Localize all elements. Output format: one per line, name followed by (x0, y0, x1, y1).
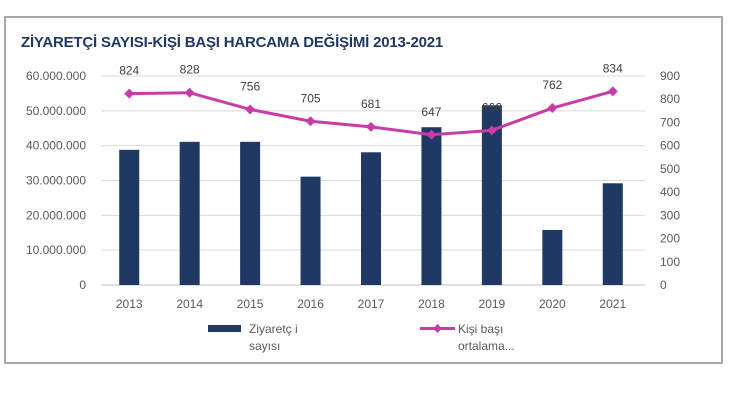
line-marker (607, 86, 618, 97)
bar (481, 105, 502, 285)
chart-title: ZİYARETÇİ SAYISI-KİŞİ BAŞI HARCAMA DEĞİŞ… (21, 34, 444, 51)
x-axis-tick: 2017 (358, 297, 385, 311)
right-axis-tick: 800 (660, 92, 680, 106)
data-label: 834 (603, 61, 623, 75)
bar (421, 127, 442, 285)
data-label: 705 (301, 91, 321, 105)
x-axis-tick: 2021 (599, 297, 626, 311)
data-label: 762 (542, 78, 562, 92)
line-marker (366, 121, 376, 132)
left-axis-tick: 40.000.000 (26, 139, 86, 153)
right-axis-tick: 100 (660, 255, 680, 269)
right-axis-tick: 400 (660, 185, 680, 199)
x-axis-tick: 2018 (418, 297, 445, 311)
left-axis-tick: 10.000.000 (26, 243, 86, 257)
x-axis-tick: 2019 (479, 297, 506, 311)
line-marker (184, 87, 195, 98)
bar (300, 176, 321, 285)
line-marker (426, 129, 437, 140)
data-label: 828 (180, 63, 200, 77)
line-marker (245, 104, 256, 115)
left-axis-tick: 20.000.000 (26, 208, 86, 222)
right-axis-tick: 900 (660, 69, 680, 83)
x-axis-tick: 2013 (116, 297, 143, 311)
left-axis-tick: 50.000.000 (26, 104, 86, 118)
line-marker (124, 88, 135, 99)
line-marker (305, 116, 316, 127)
bar (119, 149, 140, 285)
left-axis-tick: 0 (79, 278, 86, 292)
data-label: 824 (119, 64, 139, 78)
x-axis-tick: 2016 (297, 297, 324, 311)
bar (179, 141, 200, 285)
data-label: 681 (361, 97, 381, 111)
right-axis-tick: 600 (660, 139, 680, 153)
bar (602, 183, 623, 285)
line-marker (547, 103, 558, 114)
right-axis-tick: 700 (660, 115, 680, 129)
left-axis-tick: 30.000.000 (26, 174, 86, 188)
legend-label-bar: Ziyaretç i (249, 322, 298, 336)
bar (542, 229, 563, 285)
x-axis-tick: 2020 (539, 297, 566, 311)
legend-label-line: ortalama... (458, 339, 515, 353)
x-axis-tick: 2015 (237, 297, 264, 311)
legend-label-bar: sayısı (249, 339, 280, 353)
legend-line-marker (433, 324, 442, 333)
right-axis-tick: 200 (660, 232, 680, 246)
x-axis-tick: 2014 (176, 297, 203, 311)
right-axis-tick: 500 (660, 162, 680, 176)
bar (361, 152, 381, 285)
legend-bar-swatch (208, 325, 241, 332)
data-label: 647 (421, 105, 441, 119)
line-marker (486, 125, 497, 136)
data-label: 666 (482, 100, 502, 114)
right-axis-tick: 0 (660, 278, 667, 292)
right-axis-tick: 300 (660, 208, 680, 222)
bar (240, 141, 261, 285)
data-label: 756 (240, 79, 260, 93)
legend-label-line: Kişi başı (458, 322, 503, 336)
left-axis-tick: 60.000.000 (26, 69, 86, 83)
